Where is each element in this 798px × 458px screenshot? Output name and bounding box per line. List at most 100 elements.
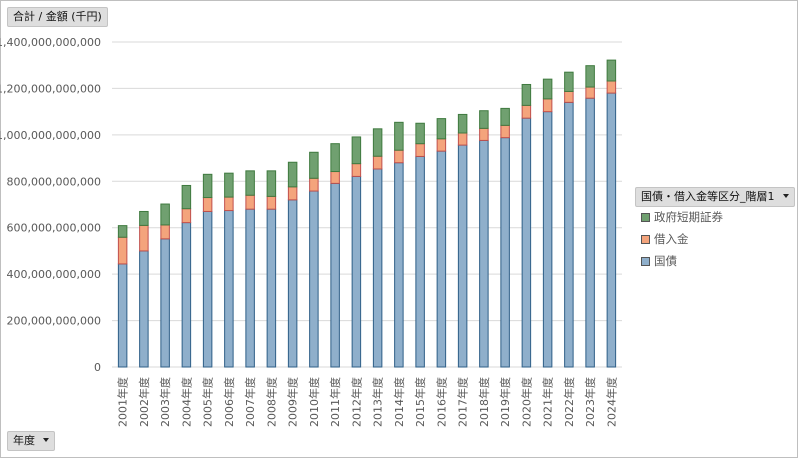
- bar-segment-borrowing: [372, 155, 383, 170]
- x-tick-label: 2001年度: [116, 377, 130, 427]
- bar-segment-borrowing: [266, 195, 277, 210]
- legend-label: 国債: [654, 254, 677, 268]
- y-tick-label: 400,000,000,000: [7, 268, 101, 281]
- bar-segment-short-term-securities: [564, 71, 574, 92]
- bar-segment-borrowing: [139, 224, 149, 252]
- bar-segment-short-term-securities: [160, 203, 170, 226]
- bar-segment-borrowing: [542, 98, 553, 113]
- bar-segment-short-term-securities: [500, 107, 510, 126]
- legend-field-button[interactable]: 国債・借入金等区分_階層1: [635, 187, 795, 207]
- x-tick-label: 2015年度: [413, 377, 427, 427]
- y-axis-tick-labels: 0 200,000,000,000 400,000,000,000 600,000,0…: [0, 36, 101, 374]
- legend: 政府短期証券 借入金 国債: [641, 206, 723, 272]
- bar-segment-short-term-securities: [521, 83, 532, 106]
- bar-segment-borrowing: [521, 104, 532, 119]
- bar-segment-bond: [585, 97, 595, 368]
- bar-segment-bond: [479, 139, 489, 368]
- bar-segment-short-term-securities: [372, 128, 383, 157]
- bar-segment-bond: [394, 162, 404, 368]
- value-field-button[interactable]: 合計 / 金額 (千円): [7, 7, 108, 27]
- y-tick-label: 200,000,000,000: [7, 315, 101, 328]
- bar-segment-borrowing: [202, 197, 213, 212]
- y-tick-label: 600,000,000,000: [7, 222, 101, 235]
- bars: [117, 59, 617, 368]
- bar-segment-bond: [160, 238, 170, 368]
- value-field-label: 合計 / 金額 (千円): [13, 10, 102, 23]
- bar-segment-short-term-securities: [117, 225, 128, 238]
- legend-swatch: [641, 212, 650, 222]
- x-axis-tick-labels: 2001年度 2002年度 2003年度 2004年度 2005年度 2006年度 2007…: [116, 377, 619, 427]
- bar-segment-short-term-securities: [457, 113, 468, 134]
- bar-segment-bond: [521, 117, 532, 368]
- bar-segment-short-term-securities: [330, 143, 340, 173]
- bar-segment-bond: [330, 182, 340, 368]
- bar-segment-borrowing: [457, 132, 468, 146]
- x-tick-label: 2012年度: [349, 377, 363, 427]
- bar-segment-short-term-securities: [202, 173, 213, 199]
- bar-segment-short-term-securities: [606, 59, 617, 82]
- bar-segment-bond: [351, 175, 362, 368]
- bar-segment-short-term-securities: [139, 210, 149, 226]
- x-tick-label: 2003年度: [158, 377, 172, 427]
- x-tick-label: 2017年度: [456, 377, 470, 427]
- x-tick-label: 2022年度: [562, 377, 576, 427]
- x-tick-label: 2019年度: [498, 377, 512, 427]
- y-tick-label: 1,200,000,000,000: [0, 82, 101, 95]
- axis-field-label: 年度: [13, 434, 35, 447]
- bar-segment-borrowing: [181, 208, 192, 224]
- bar-segment-short-term-securities: [287, 161, 298, 188]
- bar-segment-bond: [309, 190, 319, 368]
- y-tick-label: 0: [94, 361, 101, 374]
- legend-item-government-bonds: 国債: [641, 250, 723, 272]
- dropdown-arrow-icon: [782, 194, 789, 198]
- bar-segment-bond: [500, 137, 510, 368]
- bar-segment-borrowing: [606, 80, 617, 94]
- legend-item-short-term-securities: 政府短期証券: [641, 206, 723, 228]
- x-tick-label: 2007年度: [243, 377, 257, 427]
- legend-swatch: [641, 256, 650, 266]
- bar-segment-short-term-securities: [351, 136, 362, 165]
- bar-segment-bond: [606, 92, 617, 368]
- legend-swatch: [641, 234, 650, 244]
- bar-segment-borrowing: [351, 163, 362, 177]
- bar-segment-bond: [457, 144, 468, 368]
- bar-segment-short-term-securities: [266, 170, 277, 197]
- legend-item-borrowings: 借入金: [641, 228, 723, 250]
- x-tick-label: 2014年度: [392, 377, 406, 427]
- bar-segment-bond: [245, 208, 255, 368]
- bar-segment-bond: [139, 250, 149, 368]
- bar-segment-borrowing: [330, 171, 340, 184]
- x-tick-label: 2005年度: [201, 377, 215, 427]
- x-tick-label: 2021年度: [541, 377, 555, 427]
- x-tick-label: 2020年度: [519, 377, 533, 427]
- legend-field-label: 国債・借入金等区分_階層1: [641, 190, 775, 203]
- bar-segment-short-term-securities: [415, 122, 425, 145]
- bar-segment-short-term-securities: [309, 151, 319, 179]
- bar-segment-short-term-securities: [181, 184, 192, 210]
- x-tick-label: 2009年度: [286, 377, 300, 427]
- bar-segment-bond: [436, 150, 447, 368]
- gridlines: [112, 41, 622, 368]
- x-tick-label: 2006年度: [222, 377, 236, 427]
- bar-segment-short-term-securities: [436, 118, 447, 140]
- bar-segment-bond: [372, 168, 383, 368]
- bar-segment-borrowing: [585, 86, 595, 99]
- y-tick-label: 800,000,000,000: [7, 175, 101, 188]
- bar-segment-bond: [224, 210, 234, 368]
- legend-label: 借入金: [654, 232, 689, 246]
- bar-segment-borrowing: [117, 236, 128, 265]
- bar-segment-short-term-securities: [224, 172, 234, 198]
- bar-segment-short-term-securities: [542, 78, 553, 100]
- bar-segment-bond: [415, 155, 425, 368]
- bar-segment-borrowing: [160, 224, 170, 240]
- x-tick-label: 2004年度: [179, 377, 193, 427]
- x-tick-label: 2024年度: [604, 377, 618, 427]
- bar-segment-borrowing: [436, 138, 447, 152]
- bar-segment-bond: [287, 199, 298, 368]
- bar-segment-borrowing: [500, 124, 510, 139]
- axis-field-button[interactable]: 年度: [7, 431, 55, 451]
- bar-segment-borrowing: [245, 194, 255, 210]
- bar-segment-short-term-securities: [394, 121, 404, 151]
- bar-segment-bond: [202, 210, 213, 368]
